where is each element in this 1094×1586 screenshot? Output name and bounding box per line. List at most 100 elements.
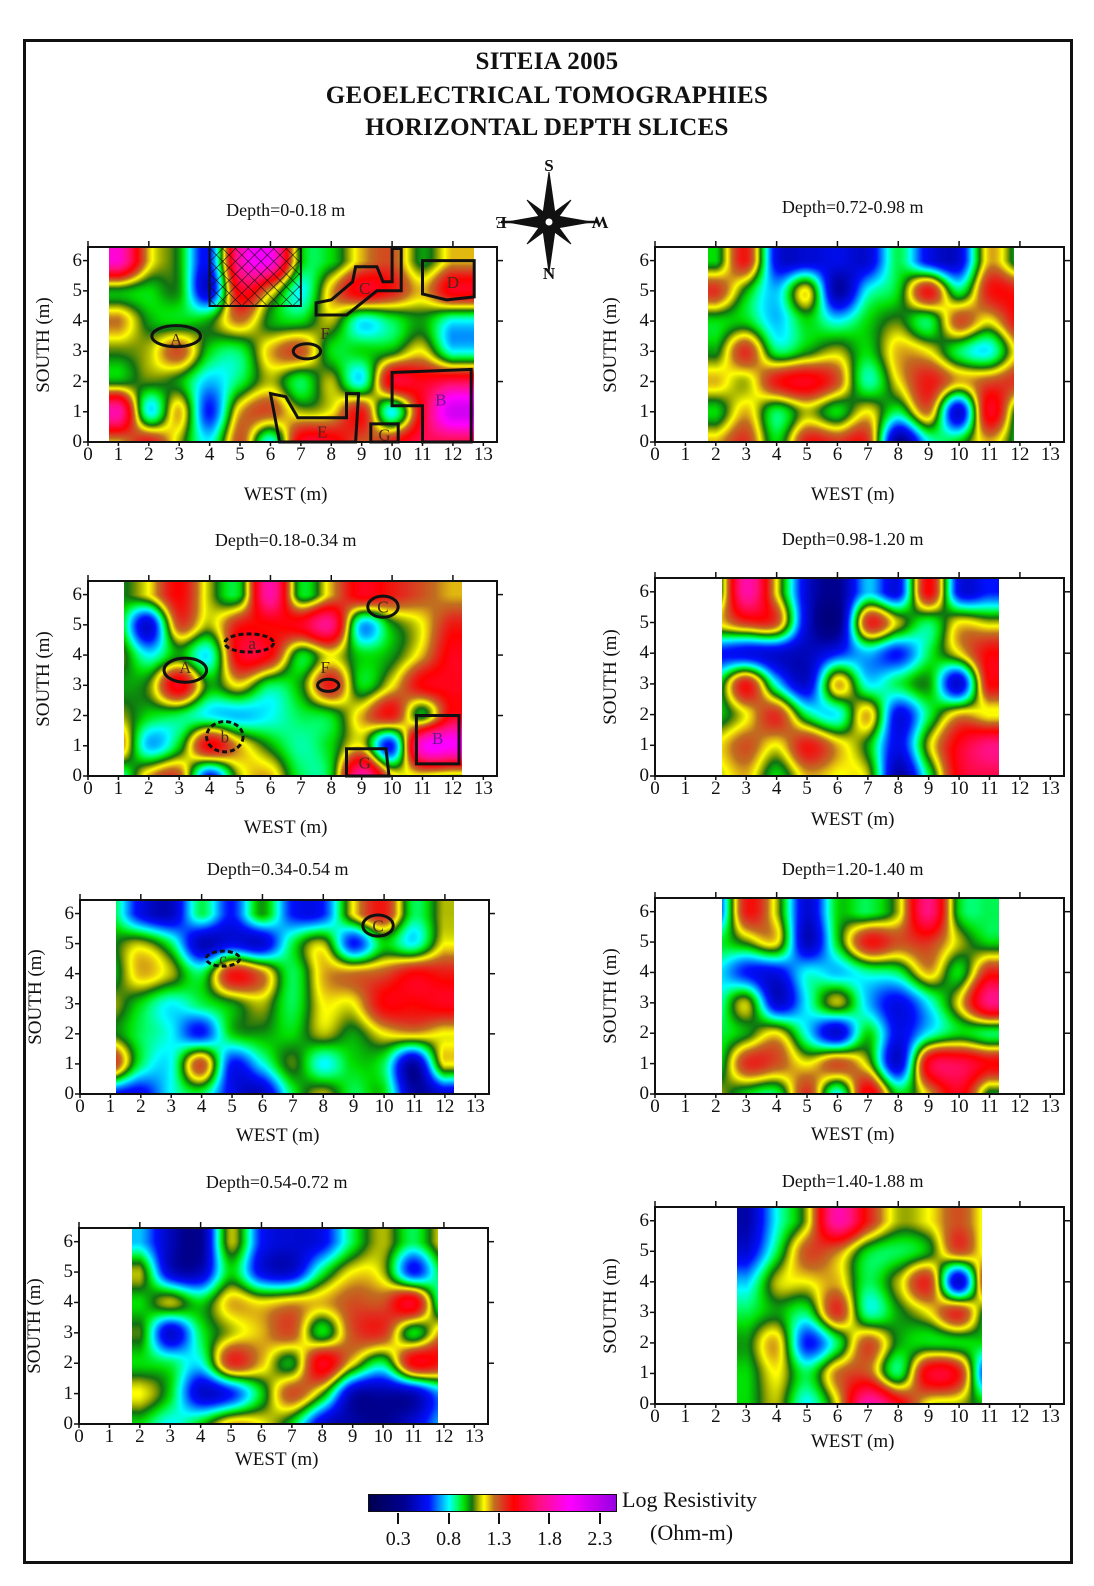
y-tick-label: 6: [63, 1230, 74, 1252]
compass-north-label: N: [542, 264, 556, 283]
x-tick-label: 5: [235, 444, 245, 465]
x-tick-label: 12: [435, 1096, 455, 1117]
y-tick-label: 2: [72, 370, 83, 392]
x-tick-label: 2: [144, 778, 154, 799]
x-tick-label: 2: [711, 444, 721, 465]
heatmap-canvas: [737, 1207, 983, 1404]
x-tick-label: 3: [165, 1426, 175, 1447]
y-tick-label: 1: [639, 734, 650, 756]
figure-frame: [23, 39, 1073, 1564]
x-axis-label: WEST (m): [234, 1449, 319, 1470]
y-tick-label: 1: [639, 400, 650, 422]
y-tick-label: 1: [72, 734, 83, 756]
x-tick-label: 1: [113, 444, 124, 465]
x-tick-label: 12: [443, 778, 463, 799]
x-tick-label: 13: [1040, 1406, 1060, 1427]
heatmap-canvas: [116, 900, 455, 1094]
y-tick-label: 0: [72, 431, 83, 452]
colorbar-unit-label: (Ohm-m): [650, 1520, 734, 1545]
x-tick-label: 3: [741, 1406, 751, 1427]
y-tick-label: 2: [64, 1022, 75, 1044]
panel-title: Depth=0.72-0.98 m: [781, 197, 924, 217]
plot-frame: [654, 1206, 1065, 1405]
x-tick-label: 3: [174, 444, 184, 465]
x-tick-label: 4: [771, 1096, 782, 1117]
x-tick-label: 11: [980, 778, 999, 799]
y-tick-label: 1: [63, 1382, 74, 1404]
x-tick-label: 3: [741, 444, 751, 465]
x-tick-label: 10: [949, 1096, 969, 1117]
x-tick-label: 12: [434, 1426, 454, 1447]
colorbar-tick-mark: [598, 1513, 601, 1524]
heatmap-canvas: [708, 247, 1015, 442]
y-axis-label: SOUTH (m): [600, 1257, 621, 1354]
panel-title: Depth=1.40-1.88 m: [781, 1171, 924, 1191]
compass-rose-icon: [501, 171, 597, 273]
y-tick-label: 6: [64, 902, 75, 924]
colorbar-tick-label: 1.3: [486, 1528, 512, 1550]
y-tick-label: 3: [639, 991, 650, 1013]
x-tick-label: 8: [326, 778, 337, 799]
x-tick-label: 2: [711, 778, 721, 799]
y-tick-label: 2: [639, 1022, 650, 1044]
x-tick-label: 2: [135, 1426, 145, 1447]
y-tick-label: 2: [639, 703, 650, 725]
x-tick-label: 7: [296, 778, 306, 799]
y-tick-label: 4: [72, 310, 83, 332]
y-tick-label: 5: [63, 1261, 74, 1283]
y-tick-label: 0: [639, 1393, 650, 1414]
x-tick-label: 10: [949, 1406, 969, 1427]
y-tick-label: 4: [64, 962, 75, 984]
x-tick-label: 3: [741, 1096, 751, 1117]
y-tick-label: 2: [639, 1331, 650, 1353]
x-tick-label: 6: [265, 444, 276, 465]
y-tick-label: 0: [639, 765, 650, 786]
x-tick-label: 11: [405, 1096, 424, 1117]
x-tick-label: 4: [771, 444, 782, 465]
x-tick-label: 7: [287, 1426, 297, 1447]
x-tick-label: 7: [863, 1406, 873, 1427]
x-tick-label: 12: [1010, 1096, 1030, 1117]
y-tick-label: 3: [639, 1301, 650, 1323]
x-tick-label: 7: [296, 444, 306, 465]
x-axis-label: WEST (m): [243, 817, 328, 838]
colorbar-tick-mark: [498, 1513, 501, 1524]
x-tick-label: 10: [382, 778, 402, 799]
y-tick-label: 2: [639, 370, 650, 392]
x-tick-label: 5: [802, 1096, 812, 1117]
x-tick-label: 3: [174, 778, 184, 799]
x-tick-label: 0: [83, 444, 93, 465]
x-tick-label: 9: [356, 444, 367, 465]
x-tick-label: 11: [980, 444, 999, 465]
y-tick-label: 6: [72, 583, 83, 605]
y-tick-label: 5: [639, 611, 650, 633]
panel-title: Depth=1.20-1.40 m: [781, 859, 924, 879]
x-tick-label: 12: [1010, 1406, 1030, 1427]
y-tick-label: 1: [639, 1052, 650, 1074]
x-axis-label: WEST (m): [235, 1125, 320, 1146]
colorbar-tick-label: 0.3: [385, 1528, 411, 1550]
x-tick-label: 6: [832, 778, 843, 799]
x-tick-label: 9: [923, 1406, 934, 1427]
y-tick-label: 2: [63, 1352, 74, 1374]
x-tick-label: 5: [235, 778, 245, 799]
x-tick-label: 11: [413, 444, 432, 465]
y-tick-label: 0: [639, 1083, 650, 1104]
y-tick-label: 5: [72, 279, 83, 301]
x-tick-label: 13: [465, 1096, 485, 1117]
y-tick-label: 5: [639, 931, 650, 953]
heatmap-canvas: [721, 578, 999, 776]
plot-frame: [87, 246, 498, 443]
x-tick-label: 12: [443, 444, 463, 465]
x-tick-label: 13: [473, 778, 493, 799]
x-tick-label: 8: [893, 1406, 904, 1427]
y-tick-label: 4: [639, 961, 650, 983]
x-axis-label: WEST (m): [810, 809, 895, 830]
y-tick-label: 0: [72, 765, 83, 786]
x-tick-label: 6: [832, 1096, 843, 1117]
x-tick-label: 8: [317, 1426, 328, 1447]
x-tick-label: 9: [923, 1096, 934, 1117]
colorbar: [368, 1494, 617, 1512]
x-axis-label: WEST (m): [810, 1124, 895, 1145]
colorbar-tick-mark: [397, 1513, 400, 1524]
